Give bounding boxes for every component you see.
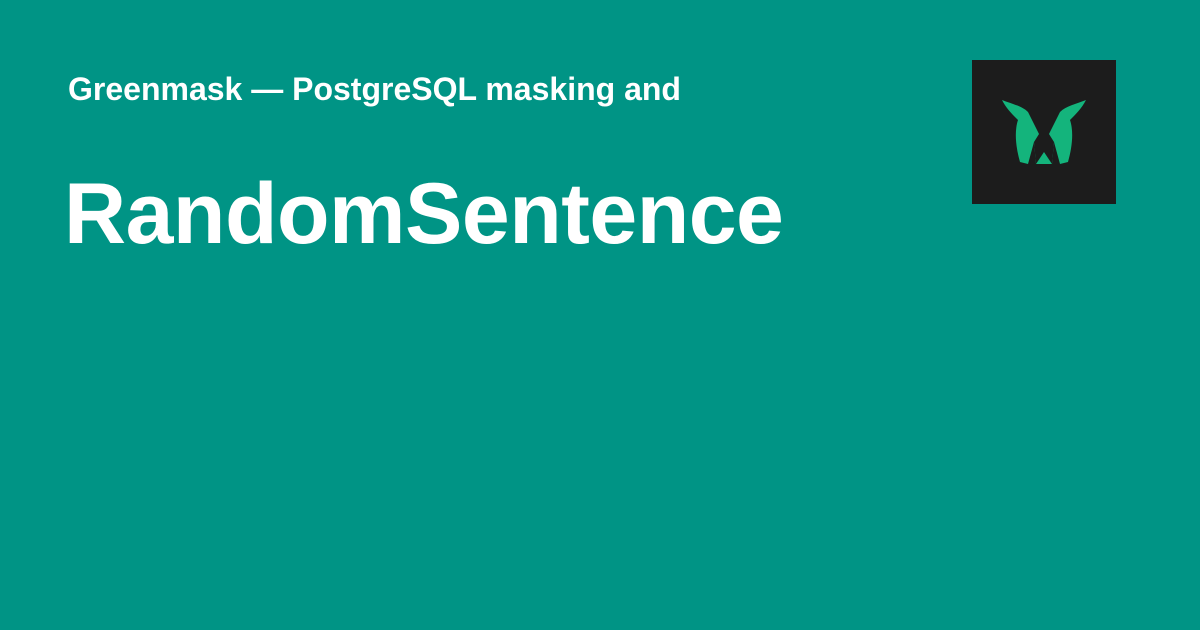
page-title: RandomSentence — [64, 166, 784, 262]
logo-mark-left — [1002, 100, 1044, 164]
logo — [972, 60, 1116, 204]
greenmask-logo-icon — [1002, 100, 1086, 164]
logo-mark-center — [1034, 126, 1054, 164]
logo-mark-right — [1044, 100, 1086, 164]
site-name: Greenmask — PostgreSQL masking and — [68, 71, 681, 107]
